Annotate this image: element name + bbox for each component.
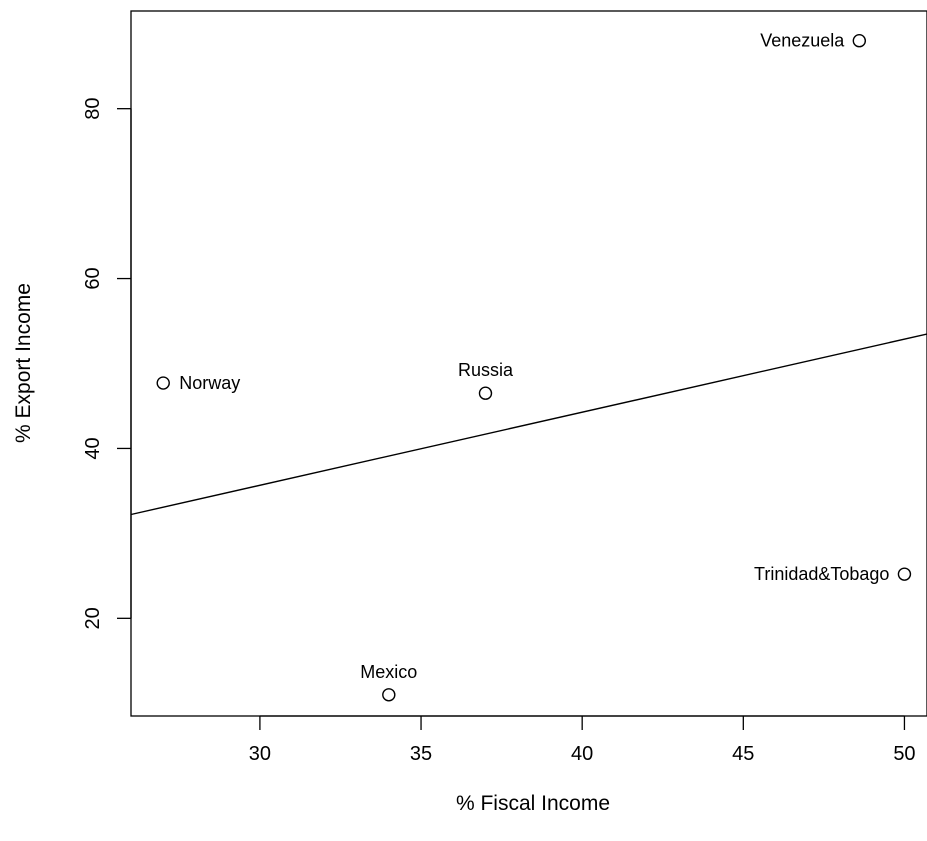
point-label: Mexico <box>360 662 417 682</box>
x-tick-label: 35 <box>410 743 432 765</box>
y-tick-label: 20 <box>82 607 104 629</box>
x-tick-label: 50 <box>893 743 915 765</box>
point-label: Venezuela <box>760 31 845 51</box>
data-point <box>382 688 396 702</box>
data-point <box>897 567 912 581</box>
data-point <box>852 34 867 48</box>
x-tick-label: 40 <box>571 743 593 765</box>
y-axis-title: % Export Income <box>12 283 35 443</box>
y-tick-label: 60 <box>82 267 104 289</box>
data-point <box>156 376 170 390</box>
y-tick-label: 80 <box>82 98 104 120</box>
x-axis: 30 35 40 45 50 <box>249 715 916 765</box>
point-label: Trinidad&Tobago <box>754 564 889 584</box>
regression-line <box>130 333 927 516</box>
x-tick-label: 30 <box>249 743 271 765</box>
point-label: Russia <box>458 360 514 380</box>
plot-frame <box>130 10 927 717</box>
data-point <box>478 386 493 400</box>
points-layer: Venezuela Norway Russia Trinidad&Tobago Mexi… <box>156 31 912 702</box>
y-axis: 20 40 60 80 <box>82 98 132 629</box>
x-tick-label: 45 <box>732 743 754 765</box>
y-tick-label: 40 <box>82 437 104 459</box>
x-axis-title: % Fiscal Income <box>456 792 610 815</box>
fit-layer <box>130 333 927 516</box>
point-label: Norway <box>179 373 240 393</box>
